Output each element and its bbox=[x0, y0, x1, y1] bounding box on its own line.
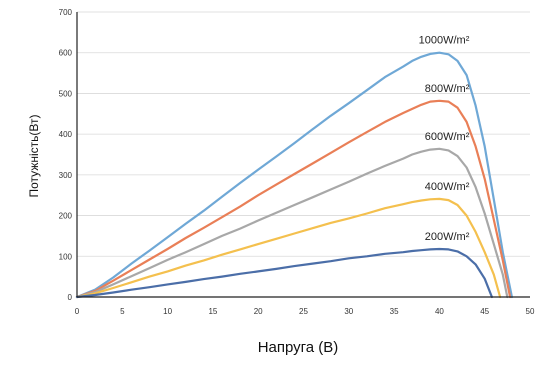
series-line bbox=[75, 147, 509, 299]
y-axis-title: Потужність(Вт) bbox=[27, 115, 41, 198]
y-tick-label: 700 bbox=[59, 8, 73, 17]
series-label: 200W/m² bbox=[425, 231, 470, 243]
x-tick-label: 50 bbox=[526, 307, 535, 316]
x-tick-label: 20 bbox=[254, 307, 263, 316]
series-label: 600W/m² bbox=[425, 131, 470, 143]
series-line bbox=[75, 197, 502, 299]
x-tick-label: 0 bbox=[75, 307, 80, 316]
x-tick-label: 15 bbox=[208, 307, 217, 316]
x-tick-label: 45 bbox=[480, 307, 489, 316]
y-tick-label: 300 bbox=[59, 171, 73, 180]
x-tick-label: 40 bbox=[435, 307, 444, 316]
y-tick-label: 600 bbox=[59, 49, 73, 58]
y-tick-label: 100 bbox=[59, 252, 73, 261]
series-label: 400W/m² bbox=[425, 181, 470, 193]
x-tick-label: 35 bbox=[390, 307, 399, 316]
x-tick-label: 30 bbox=[344, 307, 353, 316]
y-tick-label: 400 bbox=[59, 130, 73, 139]
series-labels: 1000W/m² 800W/m² 600W/m² 400W/m² 200W/m² bbox=[419, 35, 470, 243]
x-tick-label: 10 bbox=[163, 307, 172, 316]
series-line bbox=[75, 247, 493, 299]
series-lines bbox=[75, 51, 513, 299]
x-tick-label: 5 bbox=[120, 307, 125, 316]
axes: 0 100 200 300 400 500 600 700 0 5 10 15 20 25 30 35 40 45… bbox=[59, 8, 535, 316]
y-tick-label: 0 bbox=[68, 293, 73, 302]
series-label: 1000W/m² bbox=[419, 35, 470, 47]
series-label: 800W/m² bbox=[425, 83, 470, 95]
y-tick-label: 500 bbox=[59, 89, 73, 98]
x-tick-label: 25 bbox=[299, 307, 308, 316]
x-axis-title: Напруга (В) bbox=[258, 339, 339, 356]
y-tick-label: 200 bbox=[59, 212, 73, 221]
series-line bbox=[75, 51, 513, 299]
series-line bbox=[75, 99, 512, 299]
grid-lines bbox=[77, 11, 530, 257]
